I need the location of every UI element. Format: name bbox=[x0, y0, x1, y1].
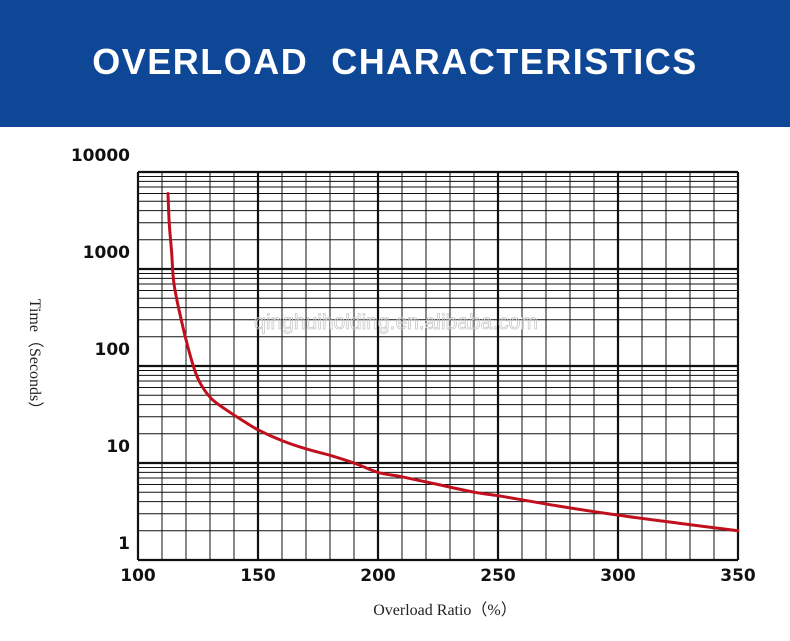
y-tick-label: 1 bbox=[118, 534, 130, 554]
y-axis-label: Time（Seconds） bbox=[26, 299, 44, 418]
x-tick-label: 300 bbox=[600, 566, 636, 586]
tick-labels: 100 150 200 250 300 350 1 10 100 1000 10000 bbox=[71, 146, 756, 586]
x-tick-label: 350 bbox=[720, 566, 756, 586]
x-tick-label: 100 bbox=[120, 566, 156, 586]
x-tick-label: 250 bbox=[480, 566, 516, 586]
watermark: qinghuiholding.en.alibaba.com bbox=[254, 311, 538, 334]
x-tick-label: 200 bbox=[360, 566, 396, 586]
y-tick-label: 100 bbox=[95, 340, 131, 360]
title-banner: OVERLOAD CHARACTERISTICS bbox=[0, 0, 790, 127]
y-tick-label: 10 bbox=[106, 437, 130, 457]
y-tick-label: 10000 bbox=[71, 146, 130, 166]
chart-title: OVERLOAD CHARACTERISTICS bbox=[92, 40, 698, 82]
x-tick-label: 150 bbox=[240, 566, 276, 586]
x-axis-label: Overload Ratio（%） bbox=[373, 601, 517, 619]
series-line bbox=[166, 192, 740, 533]
y-tick-label: 1000 bbox=[83, 243, 130, 263]
chart-grid bbox=[136, 170, 740, 562]
